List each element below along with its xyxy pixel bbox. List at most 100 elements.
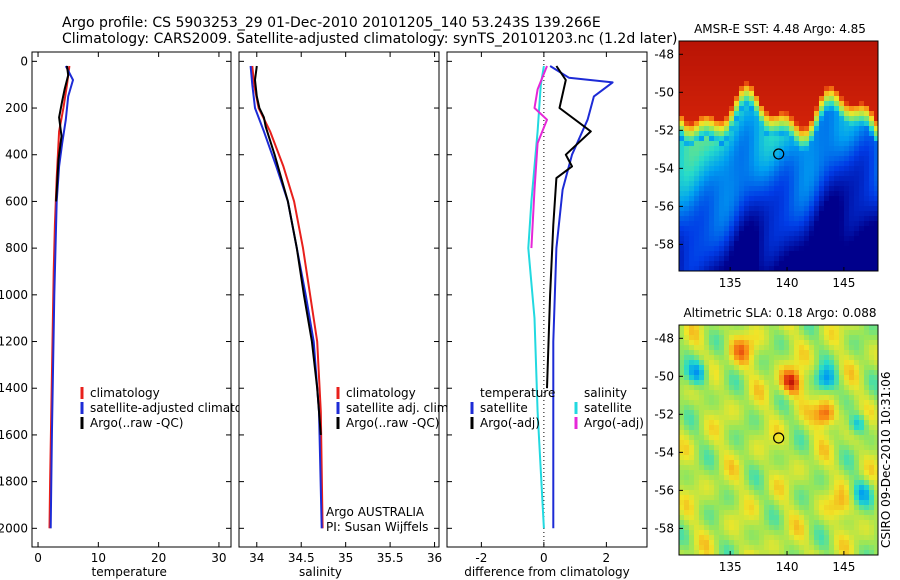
map-cell — [679, 156, 685, 162]
map-cell — [719, 540, 725, 546]
difference-x-tick-label: 0 — [540, 551, 548, 565]
map-cell — [754, 146, 760, 152]
map-cell — [694, 206, 700, 212]
map-cell — [714, 261, 720, 267]
map-cell — [819, 46, 825, 52]
map-cell — [719, 385, 725, 391]
map-cell — [854, 535, 860, 541]
map-cell — [814, 360, 820, 366]
map-cell — [814, 525, 820, 531]
map-cell — [744, 445, 750, 451]
map-cell — [829, 515, 835, 521]
map-cell — [714, 450, 720, 456]
map-cell — [714, 41, 720, 47]
map-cell — [699, 96, 705, 102]
map-cell — [759, 216, 765, 222]
map-cell — [774, 221, 780, 227]
map-cell — [714, 510, 720, 516]
map-cell — [679, 460, 685, 466]
map-cell — [854, 420, 860, 426]
map-cell — [834, 266, 840, 272]
map-cell — [704, 51, 710, 57]
map-cell — [859, 151, 865, 157]
map-cell — [714, 171, 720, 177]
map-cell — [799, 385, 805, 391]
map-cell — [769, 385, 775, 391]
map-cell — [719, 226, 725, 232]
map-cell — [784, 385, 790, 391]
map-cell — [719, 186, 725, 192]
map-cell — [739, 495, 745, 501]
map-cell — [754, 86, 760, 92]
map-cell — [869, 96, 875, 102]
map-cell — [679, 41, 685, 47]
map-cell — [809, 256, 815, 262]
map-cell — [809, 241, 815, 247]
map-cell — [814, 365, 820, 371]
map-cell — [779, 340, 785, 346]
map-cell — [729, 460, 735, 466]
map-cell — [784, 505, 790, 511]
map-cell — [804, 370, 810, 376]
map-cell — [834, 445, 840, 451]
map-cell — [834, 460, 840, 466]
map-cell — [859, 520, 865, 526]
map-cell — [764, 136, 770, 142]
map-cell — [814, 500, 820, 506]
map-cell — [684, 330, 690, 336]
map-cell — [859, 96, 865, 102]
map-cell — [799, 470, 805, 476]
map-cell — [809, 375, 815, 381]
map-cell — [799, 151, 805, 157]
map-cell — [844, 360, 850, 366]
map-cell — [714, 216, 720, 222]
map-cell — [824, 505, 830, 511]
map-cell — [869, 181, 875, 187]
map-cell — [754, 51, 760, 57]
map-cell — [774, 116, 780, 122]
map-cell — [754, 480, 760, 486]
map-cell — [854, 460, 860, 466]
map-cell — [824, 415, 830, 421]
map-cell — [689, 151, 695, 157]
map-cell — [754, 430, 760, 436]
map-cell — [854, 86, 860, 92]
map-cell — [844, 261, 850, 267]
map-cell — [804, 475, 810, 481]
map-cell — [824, 196, 830, 202]
map-cell — [834, 385, 840, 391]
map-cell — [804, 405, 810, 411]
map-cell — [809, 490, 815, 496]
map-cell — [724, 211, 730, 217]
map-cell — [729, 365, 735, 371]
map-cell — [774, 550, 780, 556]
map-cell — [724, 375, 730, 381]
map-cell — [694, 495, 700, 501]
map-cell — [699, 480, 705, 486]
map-cell — [814, 66, 820, 72]
map-cell — [699, 56, 705, 62]
map-cell — [734, 51, 740, 57]
map-cell — [844, 221, 850, 227]
map-cell — [819, 380, 825, 386]
map-cell — [834, 550, 840, 556]
map-cell — [764, 236, 770, 242]
map-cell — [759, 81, 765, 87]
map-cell — [769, 495, 775, 501]
map-cell — [774, 216, 780, 222]
map-cell — [869, 385, 875, 391]
map-cell — [859, 196, 865, 202]
map-cell — [809, 141, 815, 147]
map-cell — [709, 151, 715, 157]
map-cell — [809, 405, 815, 411]
map-cell — [769, 76, 775, 82]
map-cell — [749, 236, 755, 242]
map-cell — [754, 231, 760, 237]
map-cell — [709, 420, 715, 426]
map-cell — [739, 325, 745, 331]
map-cell — [709, 41, 715, 47]
map-cell — [739, 465, 745, 471]
map-cell — [679, 430, 685, 436]
temperature-panel: 0 10 20 30temperature0200400600800100012001… — [0, 51, 268, 579]
map-cell — [829, 176, 835, 182]
